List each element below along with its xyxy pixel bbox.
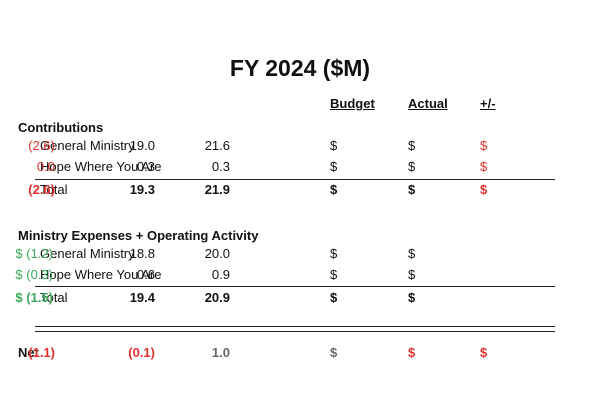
- cell: $: [408, 290, 416, 305]
- row-label: Hope Where You Are: [40, 267, 162, 282]
- row-label: General Ministry: [40, 138, 135, 153]
- cell: 0.6: [136, 267, 155, 282]
- cell: 0.9: [211, 267, 230, 282]
- cell: $: [480, 345, 488, 360]
- cell: $: [330, 182, 338, 197]
- cell: $: [480, 182, 488, 197]
- cell: $: [408, 345, 416, 360]
- rule: [35, 326, 555, 327]
- cell: 20.0: [204, 246, 230, 261]
- cell: $ (1.5): [15, 290, 53, 305]
- cell: 19.4: [129, 290, 155, 305]
- section-heading: Contributions: [18, 120, 104, 135]
- total-label: Total: [40, 290, 68, 305]
- column-header: Actual: [408, 96, 448, 111]
- row-label: General Ministry: [40, 246, 135, 261]
- column-header: Budget: [330, 96, 375, 111]
- cell: (0.1): [128, 345, 155, 360]
- cell: (1.1): [28, 345, 55, 360]
- cell: (2.6): [28, 138, 55, 153]
- rule: [35, 179, 555, 180]
- cell: $: [408, 182, 416, 197]
- cell: $: [480, 138, 488, 153]
- cell: 1.0: [211, 345, 230, 360]
- cell: $: [330, 290, 338, 305]
- cell: 19.3: [129, 182, 155, 197]
- section-heading: Ministry Expenses + Operating Activity: [18, 228, 259, 243]
- cell: $: [480, 159, 488, 174]
- cell: $: [330, 267, 338, 282]
- cell: $: [408, 267, 416, 282]
- cell: 0.3: [211, 159, 230, 174]
- cell: 21.9: [204, 182, 230, 197]
- cell: 0.0: [36, 159, 55, 174]
- cell: $: [408, 159, 416, 174]
- rule: [35, 286, 555, 287]
- cell: 19.0: [129, 138, 155, 153]
- cell: $: [330, 246, 338, 261]
- cell: $: [330, 345, 338, 360]
- column-header: +/-: [480, 96, 496, 111]
- net-label: Net: [18, 345, 39, 360]
- cell: $: [408, 138, 416, 153]
- cell: $: [330, 159, 338, 174]
- cell: $ (0.3): [15, 267, 53, 282]
- cell: $: [408, 246, 416, 261]
- cell: 21.6: [204, 138, 230, 153]
- cell: (2.6): [28, 182, 55, 197]
- cell: 18.8: [129, 246, 155, 261]
- row-label: Hope Where You Are: [40, 159, 162, 174]
- cell: 20.9: [204, 290, 230, 305]
- cell: 0.3: [136, 159, 155, 174]
- cell: $: [330, 138, 338, 153]
- cell: $ (1.2): [15, 246, 53, 261]
- title: FY 2024 ($M): [229, 55, 371, 81]
- total-label: Total: [40, 182, 68, 197]
- rule: [35, 331, 555, 332]
